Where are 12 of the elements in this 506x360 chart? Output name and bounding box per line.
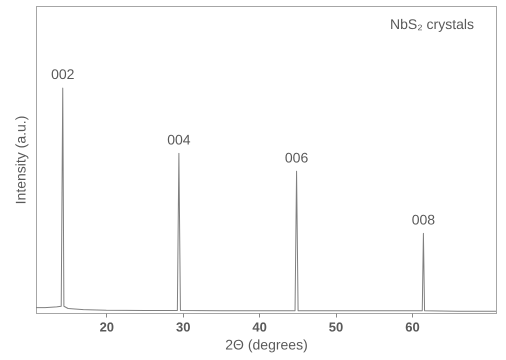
x-axis-title: 2Θ (degrees) [225,336,308,352]
annotation: 002 [51,66,75,82]
annotation: 008 [412,211,436,228]
x-tick-label: 30 [176,320,190,334]
x-tick-label: 50 [328,320,344,334]
text: NbS₂ crystals [390,16,474,32]
x-tick-label: 20 [100,320,114,334]
y-axis-title: Intensity (a.u.) [12,116,28,204]
annotation: 006 [284,149,308,166]
x-tick-label: 60 [405,320,420,334]
annotation: 004 [167,131,191,148]
x-tick-label: 40 [252,320,267,334]
